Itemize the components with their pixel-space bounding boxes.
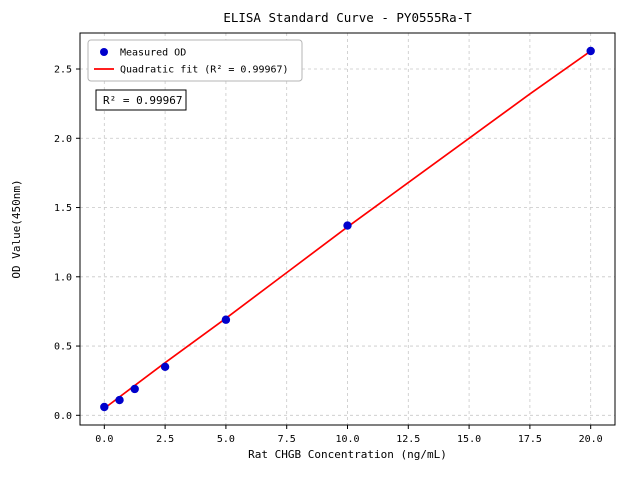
x-tick-label: 17.5	[518, 434, 542, 445]
r-squared-annotation: R² = 0.99967	[95, 89, 187, 111]
legend-label-quadratic-fit: Quadratic fit (R² = 0.99967)	[120, 65, 289, 76]
y-tick-label: 1.5	[54, 203, 72, 214]
x-axis-label: Rat CHGB Concentration (ng/mL)	[248, 448, 447, 461]
y-axis-label: OD Value(450nm)	[10, 179, 23, 278]
y-tick-label: 0.0	[54, 411, 72, 422]
legend-box	[87, 39, 303, 82]
x-tick-label: 2.5	[156, 434, 174, 445]
data-point	[221, 315, 231, 324]
x-tick-label: 7.5	[278, 434, 296, 445]
data-point	[115, 395, 124, 405]
annotation-box	[95, 89, 187, 111]
legend: Measured OD Quadratic fit (R² = 0.99967)	[87, 39, 303, 82]
data-point	[343, 221, 352, 230]
x-tick-label: 15.0	[457, 434, 481, 445]
x-tick-label: 12.5	[396, 434, 420, 445]
y-tick-label: 0.5	[54, 342, 72, 353]
data-point	[586, 46, 595, 56]
data-point	[130, 384, 139, 394]
x-tick-label: 0.0	[95, 434, 113, 445]
legend-label-measured-od: Measured OD	[120, 48, 186, 59]
x-tick-label: 20.0	[579, 434, 603, 445]
y-tick-label: 2.0	[54, 134, 72, 145]
data-point	[160, 362, 170, 372]
x-tick-label: 5.0	[217, 434, 235, 445]
chart-title: ELISA Standard Curve - PY0555Ra-T	[223, 10, 472, 25]
x-tick-label: 10.0	[335, 434, 359, 445]
annotation-text: R² = 0.99967	[103, 94, 182, 107]
legend-point-marker-icon	[100, 48, 108, 56]
y-tick-label: 1.0	[54, 272, 72, 283]
data-point	[100, 402, 109, 412]
y-tick-label: 2.5	[54, 65, 72, 76]
